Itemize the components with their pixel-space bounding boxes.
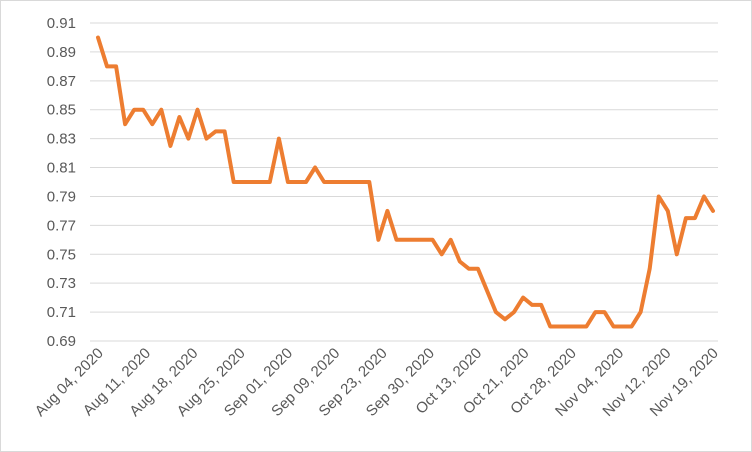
y-tick-label: 0.79 [47,188,76,205]
y-axis-tick-labels: 0.69 0.71 0.73 0.75 0.77 0.79 0.81 0.83 0.85 0.87… [47,15,76,350]
plot-area [96,35,715,329]
y-tick-label: 0.89 [47,44,76,61]
y-tick-label: 0.83 [47,131,76,148]
y-tick-label: 0.91 [47,15,76,32]
y-tick-label: 0.77 [47,217,76,234]
gridlines [90,22,718,342]
y-tick-label: 0.73 [47,275,76,292]
y-tick-label: 0.85 [47,102,76,119]
y-tick-label: 0.71 [47,304,76,321]
y-tick-label: 0.69 [47,333,76,350]
series-line [96,35,715,329]
y-tick-label: 0.75 [47,246,76,263]
y-tick-label: 0.87 [47,73,76,90]
y-tick-label: 0.81 [47,160,76,177]
